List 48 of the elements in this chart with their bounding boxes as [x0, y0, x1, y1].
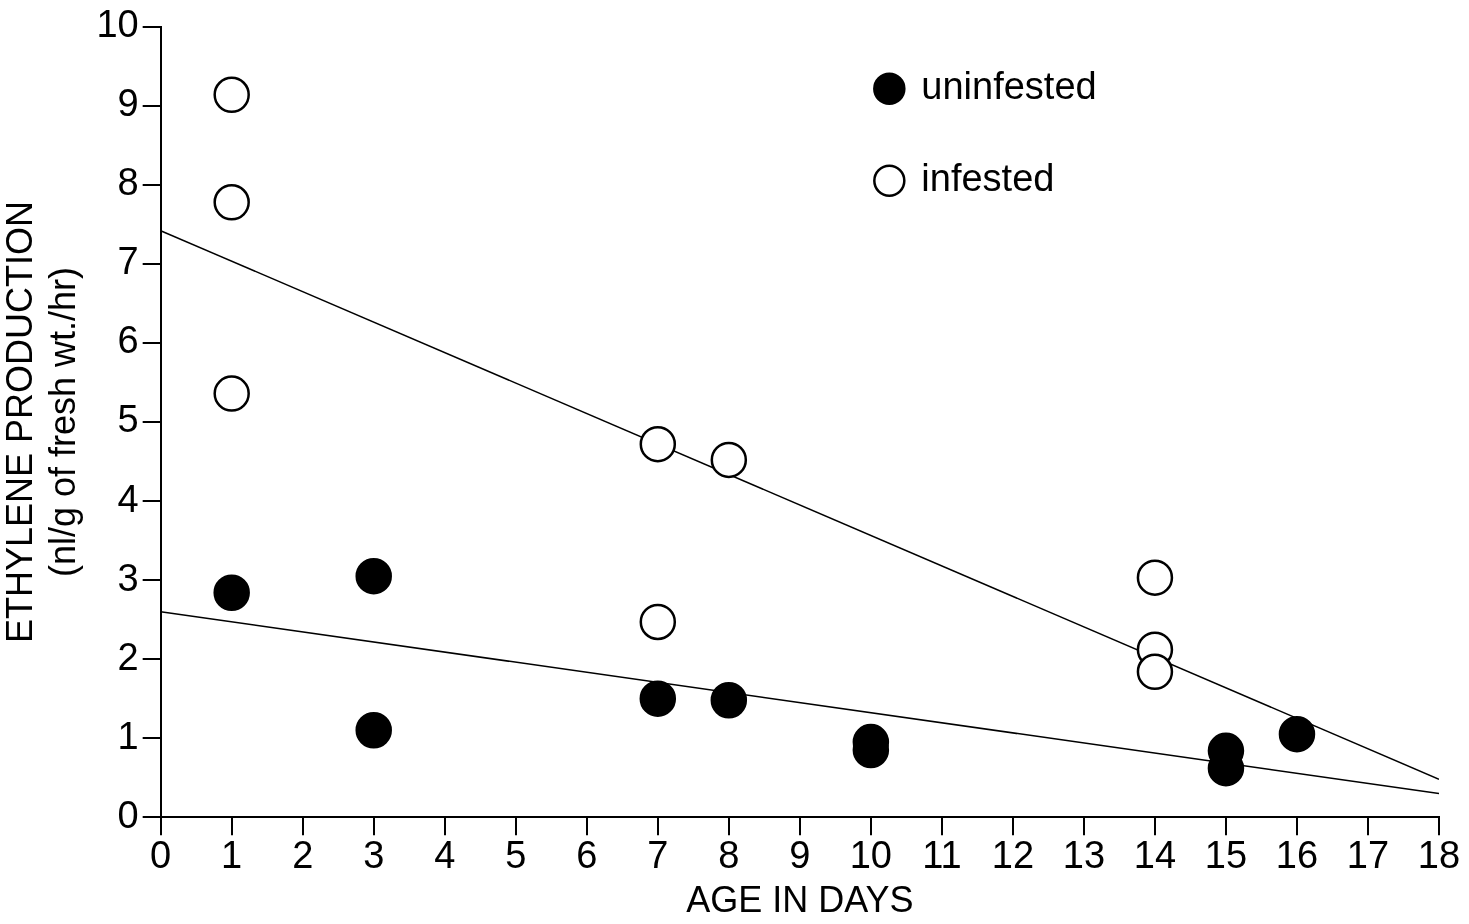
point	[639, 603, 677, 641]
point	[213, 375, 250, 412]
y-tick-label: 0	[117, 793, 139, 836]
x-axis-title: AGE IN DAYS	[686, 879, 914, 921]
point	[213, 184, 250, 221]
x-tick-label: 9	[789, 834, 811, 877]
y-tick-label: 6	[117, 319, 139, 362]
y-tick-label: 2	[117, 635, 139, 678]
y-tick-label: 10	[96, 3, 139, 46]
y-axis-title: ETHYLENE PRODUCTION (nl/g of fresh wt./hr)	[0, 200, 83, 644]
x-tick-label: 14	[1133, 834, 1177, 877]
point	[355, 557, 392, 595]
point	[213, 76, 250, 114]
y-tick-label: 7	[117, 240, 139, 283]
x-tick-label: 11	[922, 834, 962, 877]
legend-label: infested	[921, 157, 1055, 200]
y-tick-label: 8	[117, 161, 139, 204]
point	[1278, 715, 1316, 753]
x-tick-label: 13	[1062, 834, 1106, 877]
x-tick-label: 1	[221, 834, 243, 877]
x-tick-label: 4	[434, 834, 456, 877]
y-tick-label: 5	[117, 398, 139, 441]
point	[1136, 559, 1174, 596]
y-tick-label: 1	[117, 714, 139, 757]
point	[639, 680, 677, 717]
x-tick-label: 10	[849, 834, 892, 877]
legend-label: uninfested	[921, 65, 1097, 108]
point	[213, 574, 250, 611]
x-tick-label: 0	[150, 834, 172, 877]
x-tick-label: 2	[292, 834, 314, 877]
y-tick-label: 9	[117, 82, 139, 125]
point	[1136, 653, 1174, 691]
y-tick-label: 3	[117, 556, 139, 599]
x-tick-label: 16	[1275, 834, 1319, 877]
point	[355, 712, 392, 749]
point	[710, 441, 748, 479]
y-tick-label: 4	[117, 477, 139, 520]
x-tick-label: 12	[991, 834, 1035, 877]
x-tick-label: 18	[1417, 834, 1461, 877]
x-tick-label: 8	[718, 834, 740, 877]
x-tick-label: 7	[647, 834, 669, 877]
x-tick-label: 17	[1346, 834, 1390, 877]
point	[639, 425, 677, 463]
x-tick-label: 5	[505, 834, 527, 877]
point	[710, 681, 748, 719]
x-tick-label: 6	[576, 834, 598, 877]
x-tick-label: 15	[1204, 834, 1248, 877]
x-tick-label: 3	[363, 834, 385, 877]
